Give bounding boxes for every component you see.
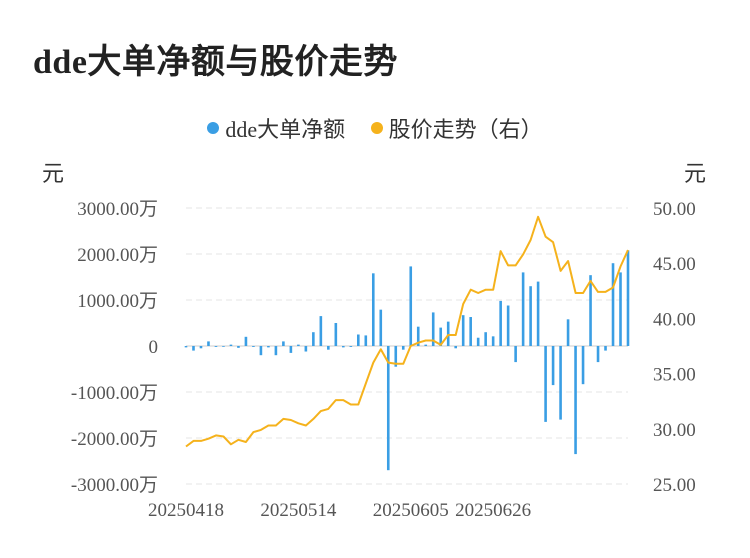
bar	[222, 346, 225, 347]
bar	[379, 309, 383, 346]
bar	[267, 346, 270, 348]
left-tick-label: -3000.00万	[71, 475, 158, 496]
right-axis-unit: 元	[684, 161, 707, 186]
left-axis-unit: 元	[42, 161, 65, 186]
bar	[521, 272, 525, 346]
bar	[476, 337, 480, 346]
legend-item-price[interactable]: 股价走势（右）	[370, 112, 543, 144]
right-tick-label: 35.00	[653, 365, 696, 386]
line-series	[185, 215, 629, 448]
bar	[461, 315, 465, 346]
bar	[304, 346, 308, 352]
bar	[469, 317, 472, 346]
left-tick-label: 0	[149, 337, 159, 358]
bar	[574, 346, 577, 455]
bar	[544, 346, 547, 422]
left-tick-label: 1000.00万	[77, 291, 158, 312]
bar	[259, 346, 263, 356]
legend-dot-icon	[370, 122, 383, 134]
legend: dde大单净额 股价走势（右）	[0, 112, 750, 144]
x-tick-label: 20250626	[455, 500, 531, 521]
bar	[559, 346, 562, 420]
right-tick-label: 30.00	[653, 420, 696, 441]
bar	[394, 346, 398, 367]
bar	[491, 336, 495, 346]
chart-title: dde大单净额与股价走势	[33, 44, 398, 81]
bar	[604, 346, 607, 351]
x-tick-label: 20250605	[373, 500, 449, 521]
bar	[192, 346, 195, 351]
x-tick-label: 20250418	[148, 500, 224, 521]
bar	[199, 346, 203, 349]
legend-label-dde: dde大单净额	[225, 117, 346, 142]
right-tick-label: 25.00	[653, 475, 696, 496]
bar	[626, 250, 630, 346]
bar	[619, 272, 622, 346]
bar	[237, 346, 240, 348]
bar	[446, 321, 450, 346]
bar	[207, 341, 210, 346]
bar	[364, 335, 368, 346]
bar	[506, 305, 510, 346]
bar	[371, 273, 375, 346]
x-tick-label: 20250514	[260, 500, 337, 521]
bar	[386, 346, 390, 471]
bar	[596, 346, 600, 363]
legend-dot-icon	[207, 122, 220, 134]
right-axis-ticks: 50.00 45.00 40.00 35.00 30.00 25.00	[653, 199, 696, 496]
bar	[409, 266, 413, 346]
bar	[424, 344, 428, 346]
bar	[349, 346, 353, 347]
bar	[484, 332, 487, 346]
bar	[589, 275, 592, 346]
bar	[244, 336, 248, 346]
bar	[312, 332, 315, 346]
bar	[416, 326, 420, 346]
bar	[229, 344, 233, 346]
x-axis-ticks: 20250418 20250514 20250605 20250626	[148, 500, 531, 521]
bar	[184, 346, 188, 348]
bar	[431, 312, 435, 346]
bar	[357, 334, 360, 346]
bar	[274, 346, 278, 356]
bar	[327, 346, 330, 350]
price-line	[185, 215, 629, 448]
bar	[566, 319, 570, 346]
bar	[454, 346, 457, 349]
bar	[611, 263, 615, 346]
bar	[297, 344, 300, 346]
bar	[551, 346, 555, 386]
left-axis-ticks: 3000.00万 2000.00万 1000.00万 0 -1000.00万 -2000.…	[71, 199, 158, 496]
left-tick-label: -1000.00万	[71, 383, 158, 404]
bar	[319, 316, 323, 346]
bar	[499, 300, 502, 346]
right-tick-label: 40.00	[653, 309, 696, 330]
bar	[529, 286, 532, 346]
bar	[252, 346, 255, 347]
bar	[581, 346, 585, 385]
bar	[214, 346, 218, 347]
bar	[334, 323, 338, 346]
bar	[342, 346, 345, 348]
bar	[282, 341, 285, 346]
bar	[401, 346, 405, 350]
left-tick-label: -2000.00万	[71, 429, 158, 450]
bar	[514, 346, 517, 363]
right-tick-label: 50.00	[653, 199, 696, 220]
bar	[439, 327, 443, 346]
left-tick-label: 2000.00万	[77, 245, 158, 266]
bar-series	[184, 250, 630, 471]
legend-label-price: 股价走势（右）	[388, 117, 543, 142]
bar	[289, 346, 293, 353]
bar	[536, 281, 540, 346]
legend-item-dde[interactable]: dde大单净额	[207, 112, 345, 144]
left-tick-label: 3000.00万	[77, 199, 158, 220]
right-tick-label: 45.00	[653, 254, 696, 275]
